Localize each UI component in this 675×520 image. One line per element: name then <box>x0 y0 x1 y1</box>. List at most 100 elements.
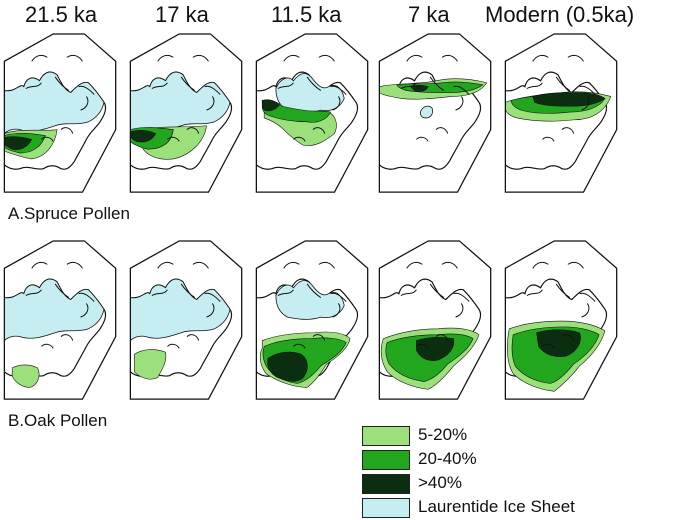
coastline <box>180 76 196 91</box>
map-spruce-3 <box>255 33 369 193</box>
coastline <box>567 54 584 62</box>
legend-label-high: >40% <box>418 473 462 492</box>
coastline <box>400 289 417 297</box>
map-spruce-5 <box>504 33 618 193</box>
coastline <box>25 82 42 90</box>
coastline <box>204 85 221 95</box>
coastline <box>312 334 326 341</box>
coastline <box>31 54 48 62</box>
coastline <box>332 96 341 111</box>
legend-item-low: 5-20% <box>362 424 667 448</box>
map-spruce-2 <box>129 33 243 193</box>
map-frame <box>378 33 492 193</box>
pollen-zone-low <box>11 364 40 388</box>
pollen-zone-high <box>4 136 33 150</box>
coastline <box>332 303 341 318</box>
coastline <box>180 283 196 298</box>
legend-swatch-mid <box>362 450 410 470</box>
coastline <box>555 76 571 91</box>
legend-swatch-ice <box>362 498 410 518</box>
coastline <box>78 292 95 302</box>
coastline <box>151 82 168 90</box>
coastline <box>277 82 294 90</box>
map-panel-oak-2 <box>128 239 246 405</box>
age-label-1: 21.5 ka <box>25 2 98 27</box>
pollen-zone-high <box>261 99 281 112</box>
coastline <box>416 343 429 349</box>
map-panel-spruce-2 <box>128 32 246 198</box>
coastline <box>283 54 300 62</box>
pollen-zone-high <box>267 351 308 382</box>
coastline <box>330 85 347 95</box>
map-oak-3 <box>255 240 369 400</box>
coastline <box>312 127 326 134</box>
coastline <box>406 261 423 269</box>
coastline <box>66 261 83 269</box>
map-panel-oak-4 <box>377 239 495 405</box>
pollen-zone-high <box>532 92 606 107</box>
map-oak-2 <box>129 240 243 400</box>
coastline <box>283 261 300 269</box>
age-label-2: 17 ka <box>155 2 209 27</box>
map-panel-spruce-1 <box>2 32 120 198</box>
coastline <box>318 261 335 269</box>
map-panel-spruce-5 <box>503 32 621 198</box>
ice-sheet <box>275 73 345 113</box>
coastline <box>330 292 347 302</box>
coastline <box>441 54 458 62</box>
coastline <box>455 96 464 111</box>
coastline <box>542 343 555 349</box>
map-panel-oak-3 <box>254 239 372 405</box>
age-label-5: Modern (0.5ka) <box>485 2 635 27</box>
coastline <box>206 303 215 318</box>
coastline <box>206 96 215 111</box>
coastline <box>186 334 200 341</box>
map-oak-1 <box>3 240 117 400</box>
coastline <box>581 96 590 111</box>
pollen-zone-high <box>410 84 429 92</box>
coastline <box>66 54 83 62</box>
coastline <box>567 261 584 269</box>
map-frame <box>3 240 117 400</box>
legend-item-ice: Laurentide Ice Sheet <box>362 496 667 520</box>
legend-label-ice: Laurentide Ice Sheet <box>418 497 575 516</box>
coastline <box>41 343 54 349</box>
coastline <box>318 54 335 62</box>
map-frame <box>129 33 243 193</box>
coastline <box>80 303 89 318</box>
coastline <box>416 136 429 142</box>
coastline <box>31 261 48 269</box>
coastline <box>561 127 575 134</box>
coastline <box>406 54 423 62</box>
coastline <box>453 85 470 95</box>
coastline <box>579 292 596 302</box>
map-frame <box>504 240 618 400</box>
coastline <box>400 82 417 90</box>
map-frame <box>255 33 369 193</box>
age-label-3: 11.5 ka <box>271 2 342 27</box>
coastline <box>186 127 200 134</box>
coastline <box>60 127 74 134</box>
legend-label-mid: 20-40% <box>418 449 477 468</box>
coastline <box>526 82 543 90</box>
coastline <box>167 136 180 142</box>
coastline <box>25 289 42 297</box>
pollen-zone-high <box>536 329 581 357</box>
coastline <box>453 292 470 302</box>
pollen-zone-high <box>130 130 157 143</box>
map-frame <box>504 33 618 193</box>
coastline <box>526 289 543 297</box>
map-frame <box>129 240 243 400</box>
coastline <box>167 343 180 349</box>
map-panel-spruce-3 <box>254 32 372 198</box>
coastline <box>192 54 209 62</box>
coastline <box>435 127 449 134</box>
coastline <box>41 136 54 142</box>
map-oak-5 <box>504 240 618 400</box>
map-panel-oak-1 <box>2 239 120 405</box>
legend-item-high: >40% <box>362 472 667 496</box>
coastline <box>54 76 70 91</box>
coastline <box>561 334 575 341</box>
coastline <box>306 283 322 298</box>
pollen-zone-high <box>416 337 455 361</box>
